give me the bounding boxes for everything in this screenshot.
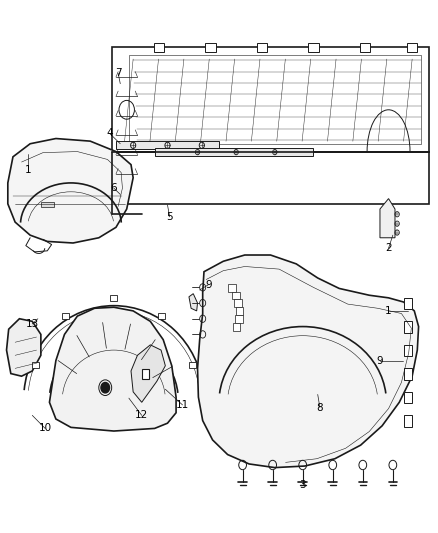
Text: 13: 13	[26, 319, 39, 329]
Text: 1: 1	[385, 306, 392, 316]
Bar	[234, 300, 242, 307]
Bar	[62, 313, 69, 319]
Bar	[235, 315, 243, 323]
Text: 10: 10	[39, 423, 52, 433]
Bar	[110, 295, 117, 301]
Text: 9: 9	[377, 356, 383, 366]
Text: 8: 8	[317, 402, 323, 413]
Bar	[189, 362, 196, 368]
Bar	[257, 43, 267, 52]
Polygon shape	[131, 345, 166, 402]
Polygon shape	[155, 149, 314, 156]
Bar	[403, 321, 412, 333]
Polygon shape	[189, 294, 198, 311]
Text: 7: 7	[115, 68, 121, 78]
Bar	[407, 43, 417, 52]
Polygon shape	[49, 307, 176, 431]
Bar	[154, 43, 164, 52]
Bar	[360, 43, 370, 52]
Text: 3: 3	[300, 480, 306, 490]
Text: 12: 12	[135, 410, 148, 421]
Text: 1: 1	[25, 165, 31, 175]
Polygon shape	[198, 255, 419, 467]
Bar	[403, 392, 412, 403]
Bar	[142, 369, 149, 379]
Bar	[41, 202, 54, 207]
Bar	[232, 292, 240, 300]
Circle shape	[101, 383, 110, 393]
Bar	[159, 313, 165, 319]
Polygon shape	[116, 141, 219, 149]
Bar	[403, 415, 412, 427]
Text: 9: 9	[205, 280, 212, 290]
Bar	[403, 298, 412, 309]
Text: 6: 6	[110, 183, 117, 193]
Bar	[403, 368, 412, 380]
Text: 2: 2	[385, 243, 392, 253]
Bar	[32, 362, 39, 368]
Bar	[205, 43, 215, 52]
Bar	[229, 284, 236, 292]
Bar	[236, 307, 244, 315]
Text: 5: 5	[166, 212, 173, 222]
Text: 4: 4	[106, 128, 113, 138]
Bar	[308, 43, 318, 52]
Polygon shape	[380, 199, 395, 238]
Bar	[403, 345, 412, 357]
Bar	[233, 323, 240, 331]
Polygon shape	[7, 319, 41, 376]
Text: 11: 11	[176, 400, 189, 410]
Polygon shape	[8, 139, 133, 243]
